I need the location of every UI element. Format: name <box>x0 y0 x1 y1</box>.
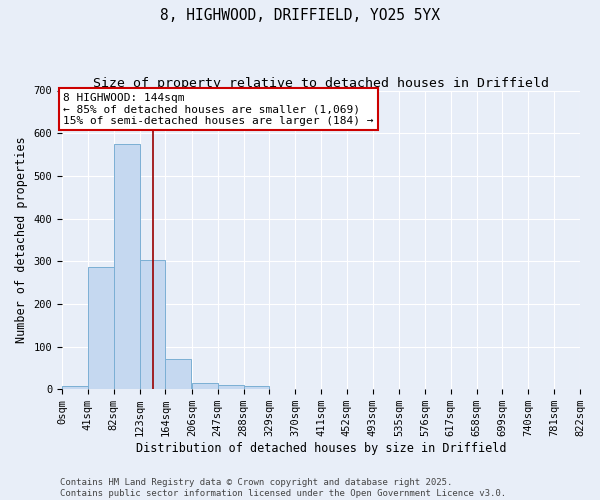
Text: 8, HIGHWOOD, DRIFFIELD, YO25 5YX: 8, HIGHWOOD, DRIFFIELD, YO25 5YX <box>160 8 440 22</box>
Text: Contains HM Land Registry data © Crown copyright and database right 2025.
Contai: Contains HM Land Registry data © Crown c… <box>60 478 506 498</box>
Bar <box>140 260 166 389</box>
Title: Size of property relative to detached houses in Driffield: Size of property relative to detached ho… <box>93 78 549 90</box>
Bar <box>244 386 269 389</box>
Bar <box>62 386 88 389</box>
Bar <box>113 144 140 389</box>
Text: 8 HIGHWOOD: 144sqm
← 85% of detached houses are smaller (1,069)
15% of semi-deta: 8 HIGHWOOD: 144sqm ← 85% of detached hou… <box>63 92 374 126</box>
Y-axis label: Number of detached properties: Number of detached properties <box>15 136 28 343</box>
Bar <box>192 383 218 389</box>
Bar <box>88 266 113 389</box>
X-axis label: Distribution of detached houses by size in Driffield: Distribution of detached houses by size … <box>136 442 506 455</box>
Bar <box>166 360 191 389</box>
Bar <box>218 385 244 389</box>
